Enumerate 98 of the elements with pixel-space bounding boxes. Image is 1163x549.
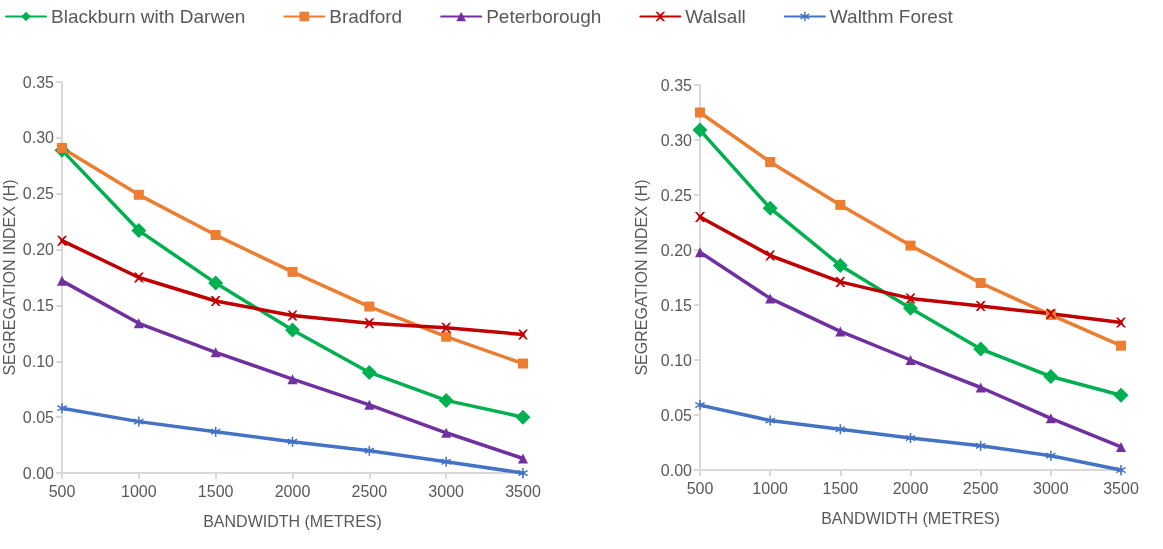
point [765, 157, 776, 167]
point [285, 322, 300, 338]
point [835, 424, 846, 435]
point [695, 107, 705, 118]
point [1043, 369, 1059, 384]
point [364, 301, 375, 312]
point [762, 200, 778, 216]
x-tick-label: 1000 [752, 479, 789, 497]
y-tick-label: 0.10 [22, 352, 55, 370]
point [832, 257, 848, 273]
point [765, 293, 776, 304]
point [903, 300, 918, 316]
point [1116, 441, 1126, 452]
y-tick-label: 0.15 [660, 296, 693, 314]
point [905, 240, 916, 251]
point [1116, 317, 1126, 328]
x-axis-title: BANDWIDTH (METRES) [821, 509, 1000, 527]
point [210, 347, 221, 358]
point [835, 199, 846, 210]
x-tick-label: 2000 [892, 479, 929, 497]
point [975, 278, 986, 288]
x-tick-label: 1000 [121, 482, 157, 500]
y-tick-label: 0.15 [22, 296, 55, 314]
legend-label: Peterborough [486, 6, 602, 27]
y-tick-label: 0.20 [660, 241, 693, 259]
x-tick-label: 500 [686, 479, 714, 497]
y-tick-label: 0.00 [660, 461, 693, 479]
point [1113, 387, 1129, 403]
legend-label: Blackburn with Darwen [51, 6, 246, 27]
point [905, 355, 916, 365]
point [441, 427, 452, 438]
point [57, 275, 67, 286]
point [441, 331, 452, 342]
point [208, 275, 224, 291]
x-tick-label: 1500 [197, 482, 234, 500]
point [133, 272, 144, 283]
legend-label: Walthm Forest [829, 6, 954, 27]
y-tick-label: 0.30 [22, 129, 55, 147]
point [1045, 413, 1056, 424]
y-axis-title: SEGREGATION INDEX (H) [0, 179, 18, 376]
point [518, 453, 528, 464]
point [835, 276, 846, 287]
point [441, 322, 452, 333]
y-tick-label: 0.05 [22, 408, 55, 426]
point [975, 382, 986, 393]
point [133, 318, 144, 329]
x-tick-label: 2000 [274, 482, 311, 500]
point [361, 364, 377, 380]
legend-label: Walsall [685, 6, 746, 27]
y-tick-label: 0.20 [22, 241, 55, 259]
y-tick-label: 0.30 [660, 131, 693, 149]
point [692, 122, 708, 138]
x-axis-title: BANDWIDTH (METRES) [203, 512, 382, 530]
legend-label: Bradford [329, 6, 403, 27]
point [518, 329, 528, 340]
y-tick-label: 0.25 [660, 186, 693, 204]
point [518, 358, 528, 369]
point [765, 250, 776, 261]
point [515, 409, 531, 425]
point [57, 235, 67, 246]
y-tick-label: 0.25 [22, 185, 55, 203]
point [1116, 340, 1126, 351]
point [210, 230, 221, 241]
x-tick-label: 2500 [351, 482, 388, 500]
point [364, 399, 375, 410]
x-tick-label: 3000 [1033, 479, 1069, 497]
y-tick-label: 0.00 [22, 464, 55, 482]
point [131, 223, 147, 239]
point [57, 403, 67, 414]
x-tick-label: 3000 [428, 482, 465, 500]
point [695, 212, 705, 222]
point [835, 326, 846, 337]
point [973, 341, 989, 357]
point [1045, 450, 1056, 461]
x-tick-label: 3500 [1103, 479, 1139, 497]
point [287, 266, 298, 277]
point [210, 295, 221, 306]
y-tick-label: 0.35 [660, 76, 693, 94]
y-tick-label: 0.35 [22, 73, 55, 91]
y-axis-title: SEGREGATION INDEX (H) [633, 179, 651, 376]
x-tick-label: 500 [48, 482, 76, 500]
point [133, 189, 144, 200]
point [438, 392, 454, 408]
point [364, 318, 375, 329]
x-tick-label: 1500 [822, 479, 859, 497]
point [765, 415, 776, 426]
point [695, 247, 705, 258]
point [695, 400, 705, 411]
point [441, 456, 452, 467]
y-tick-label: 0.05 [660, 406, 693, 424]
x-tick-label: 3500 [505, 482, 541, 500]
point [975, 301, 986, 312]
point [905, 293, 916, 304]
point [287, 310, 298, 321]
y-tick-label: 0.10 [660, 351, 693, 369]
x-tick-label: 2500 [962, 479, 999, 497]
point [287, 374, 298, 385]
point [133, 416, 144, 427]
